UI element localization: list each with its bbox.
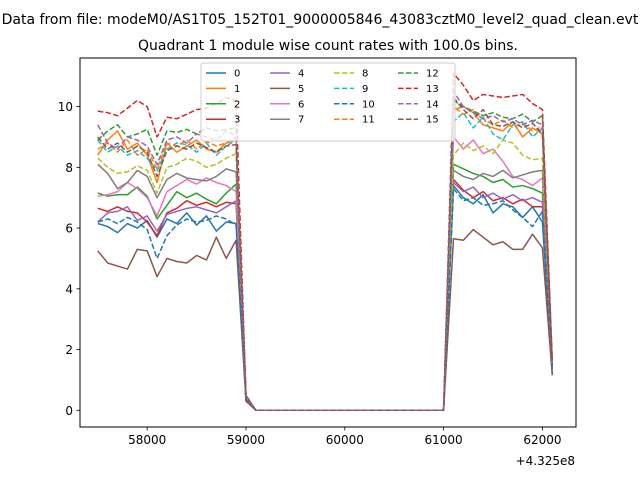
legend-label-12: 12: [426, 69, 439, 80]
legend-label-13: 13: [426, 84, 439, 95]
legend-label-0: 0: [234, 69, 240, 80]
legend-label-14: 14: [426, 99, 439, 110]
y-tick-label: 2: [65, 343, 73, 357]
legend-label-2: 2: [234, 99, 240, 110]
legend-label-11: 11: [362, 115, 375, 126]
series-line-12: [97, 99, 554, 412]
figure-title: Data from file: modeM0/AS1T05_152T01_900…: [2, 12, 639, 28]
chart-title: Quadrant 1 module wise count rates with …: [138, 38, 518, 54]
legend-label-5: 5: [298, 84, 304, 95]
legend-label-1: 1: [234, 84, 240, 95]
legend-label-10: 10: [362, 99, 375, 110]
legend-label-3: 3: [234, 115, 240, 126]
series-line-15: [97, 96, 554, 412]
y-tick-label: 8: [65, 161, 73, 175]
x-offset-label: +4.325e8: [516, 454, 575, 468]
x-tick-label: 61000: [425, 433, 463, 447]
x-tick-label: 62000: [523, 433, 561, 447]
x-axis: 58000 59000 60000 61000 62000: [128, 427, 562, 447]
x-tick-label: 59000: [227, 433, 265, 447]
series-line-13: [97, 72, 554, 412]
x-tick-label: 58000: [128, 433, 166, 447]
x-tick-label: 60000: [326, 433, 364, 447]
y-tick-label: 0: [65, 404, 73, 418]
y-tick-label: 6: [65, 222, 73, 236]
legend-label-15: 15: [426, 115, 439, 126]
legend-box: [200, 62, 456, 142]
legend-label-6: 6: [298, 99, 304, 110]
series-line-10: [97, 187, 554, 412]
plot-area: [79, 57, 577, 428]
y-tick-label: 10: [58, 100, 73, 114]
legend-label-4: 4: [298, 69, 304, 80]
series-layer: [97, 72, 554, 412]
y-axis: 0 2 4 6 8 10: [58, 100, 80, 418]
legend-label-8: 8: [362, 69, 368, 80]
y-tick-label: 4: [65, 282, 73, 296]
plot-frame: [79, 57, 577, 428]
legend-label-9: 9: [362, 84, 368, 95]
legend-label-7: 7: [298, 115, 304, 126]
